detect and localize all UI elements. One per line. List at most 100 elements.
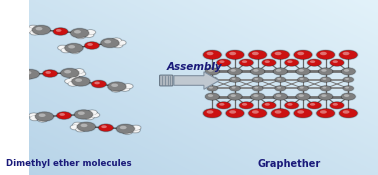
Circle shape (322, 78, 326, 80)
Circle shape (253, 86, 263, 91)
Circle shape (203, 108, 222, 118)
Circle shape (32, 31, 36, 33)
Circle shape (125, 85, 129, 86)
Circle shape (285, 59, 299, 66)
Circle shape (229, 77, 240, 82)
Circle shape (342, 52, 350, 55)
Circle shape (131, 125, 141, 130)
Circle shape (293, 50, 313, 60)
Circle shape (318, 93, 333, 100)
Circle shape (107, 82, 127, 91)
Circle shape (71, 77, 90, 86)
Circle shape (333, 103, 338, 106)
Circle shape (30, 30, 40, 35)
Circle shape (35, 112, 54, 121)
Circle shape (39, 114, 46, 117)
Circle shape (226, 50, 244, 59)
Text: Assembly: Assembly (166, 62, 222, 72)
Circle shape (53, 28, 68, 35)
Circle shape (206, 110, 214, 114)
Circle shape (296, 68, 310, 75)
Circle shape (316, 108, 335, 118)
Circle shape (68, 45, 75, 48)
Circle shape (76, 70, 80, 71)
Circle shape (28, 25, 39, 30)
Circle shape (262, 59, 276, 66)
Circle shape (285, 102, 299, 109)
Circle shape (68, 81, 78, 86)
Circle shape (228, 68, 242, 75)
Circle shape (319, 68, 333, 75)
Circle shape (249, 109, 267, 118)
Circle shape (344, 94, 349, 97)
Circle shape (36, 112, 54, 121)
Circle shape (277, 78, 281, 80)
Circle shape (78, 111, 85, 115)
Circle shape (39, 118, 43, 120)
Circle shape (111, 83, 118, 87)
Circle shape (232, 78, 235, 80)
Circle shape (15, 73, 25, 78)
Circle shape (242, 103, 247, 106)
Circle shape (217, 102, 231, 109)
Circle shape (87, 110, 97, 115)
Circle shape (132, 129, 136, 131)
Circle shape (77, 72, 81, 74)
Circle shape (75, 78, 82, 82)
Circle shape (271, 50, 290, 59)
Circle shape (317, 50, 335, 59)
Circle shape (94, 82, 100, 84)
Circle shape (225, 108, 245, 118)
Circle shape (111, 38, 121, 43)
Circle shape (248, 50, 267, 60)
Circle shape (205, 68, 219, 75)
Circle shape (273, 68, 287, 75)
Circle shape (116, 40, 126, 45)
Circle shape (65, 43, 83, 52)
Circle shape (228, 93, 242, 100)
Circle shape (248, 108, 267, 118)
Circle shape (284, 59, 299, 66)
Circle shape (207, 86, 218, 91)
Circle shape (271, 109, 290, 118)
Circle shape (98, 124, 113, 132)
Circle shape (29, 113, 39, 118)
Circle shape (300, 87, 304, 89)
Circle shape (76, 71, 85, 76)
Circle shape (207, 77, 218, 82)
Circle shape (60, 46, 64, 48)
Circle shape (124, 130, 128, 132)
Circle shape (344, 69, 349, 72)
Circle shape (203, 50, 222, 59)
Circle shape (330, 102, 344, 109)
Circle shape (273, 68, 288, 75)
Circle shape (61, 48, 71, 53)
Circle shape (229, 52, 236, 55)
Circle shape (296, 93, 310, 100)
Circle shape (112, 38, 121, 43)
Circle shape (65, 79, 75, 84)
Circle shape (72, 50, 76, 51)
Circle shape (252, 110, 259, 114)
Circle shape (274, 110, 282, 114)
Circle shape (70, 82, 74, 84)
Circle shape (250, 68, 265, 75)
Circle shape (226, 109, 244, 118)
Circle shape (251, 68, 265, 75)
Circle shape (70, 125, 80, 130)
Circle shape (216, 102, 231, 109)
Circle shape (333, 60, 338, 63)
Circle shape (239, 59, 254, 66)
Circle shape (70, 73, 79, 78)
Circle shape (231, 69, 236, 72)
Circle shape (341, 68, 356, 75)
Circle shape (341, 93, 356, 100)
Circle shape (120, 126, 127, 129)
Circle shape (299, 94, 304, 97)
FancyBboxPatch shape (160, 75, 173, 86)
Circle shape (76, 34, 85, 38)
Circle shape (276, 69, 281, 72)
Circle shape (131, 125, 141, 130)
Circle shape (37, 117, 47, 122)
Circle shape (70, 73, 80, 78)
